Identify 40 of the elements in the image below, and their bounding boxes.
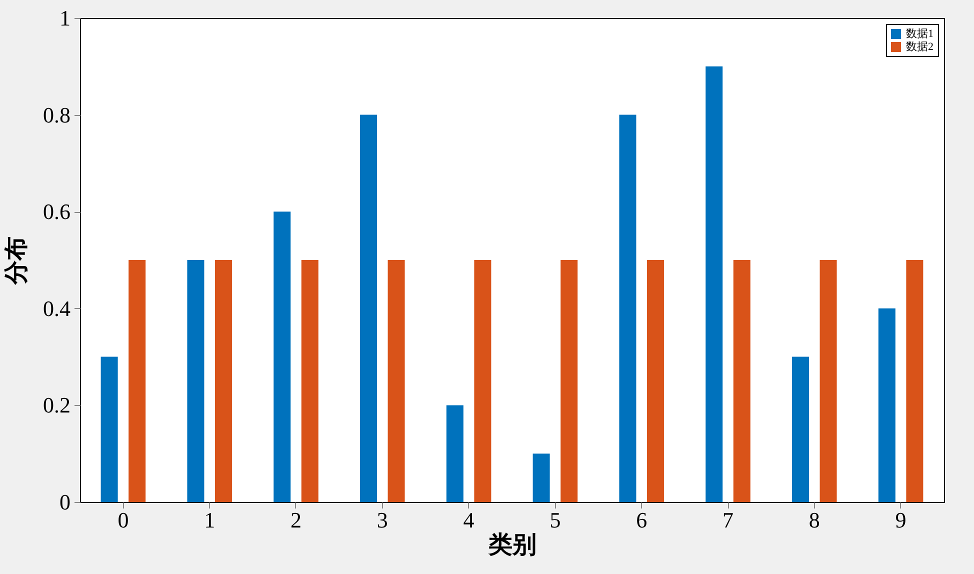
bar	[906, 260, 924, 502]
bar	[474, 260, 492, 502]
x-axis-title: 类别	[488, 532, 536, 558]
bar	[187, 260, 204, 502]
bar	[214, 260, 232, 502]
x-tick-label: 0	[118, 508, 129, 532]
x-tick-label: 5	[550, 508, 561, 532]
bar	[388, 260, 405, 502]
bar	[532, 454, 550, 502]
bar	[128, 260, 146, 502]
bar	[446, 405, 464, 502]
x-tick-label: 8	[808, 508, 820, 532]
bar	[619, 114, 636, 502]
x-tick-label: 4	[463, 508, 474, 532]
y-tick-label: 0.4	[43, 296, 70, 321]
bar	[301, 260, 318, 502]
bar	[792, 356, 810, 502]
x-tick-label: 2	[290, 508, 302, 532]
x-tick-label: 1	[204, 508, 216, 532]
bar	[706, 66, 723, 502]
legend-label: 数据2	[906, 41, 934, 53]
y-tick-label: 0.6	[43, 199, 70, 224]
bar	[820, 260, 837, 502]
bar	[878, 308, 896, 502]
y-tick-label: 0.2	[43, 392, 70, 418]
x-tick-label: 7	[722, 508, 734, 532]
bar	[646, 260, 664, 502]
x-tick-label: 9	[895, 508, 906, 532]
x-tick-label: 3	[376, 508, 388, 532]
y-tick-label: 0.8	[43, 102, 70, 128]
y-tick-label: 0	[60, 490, 70, 514]
bar	[100, 356, 118, 502]
bar	[560, 260, 578, 502]
legend-label: 数据1	[906, 28, 934, 40]
y-axis-title: 分布	[4, 236, 30, 286]
bar	[733, 260, 750, 502]
bar	[274, 212, 291, 502]
y-tick-label: 1	[60, 6, 70, 30]
x-tick-label: 6	[636, 508, 648, 532]
bar	[360, 114, 378, 502]
